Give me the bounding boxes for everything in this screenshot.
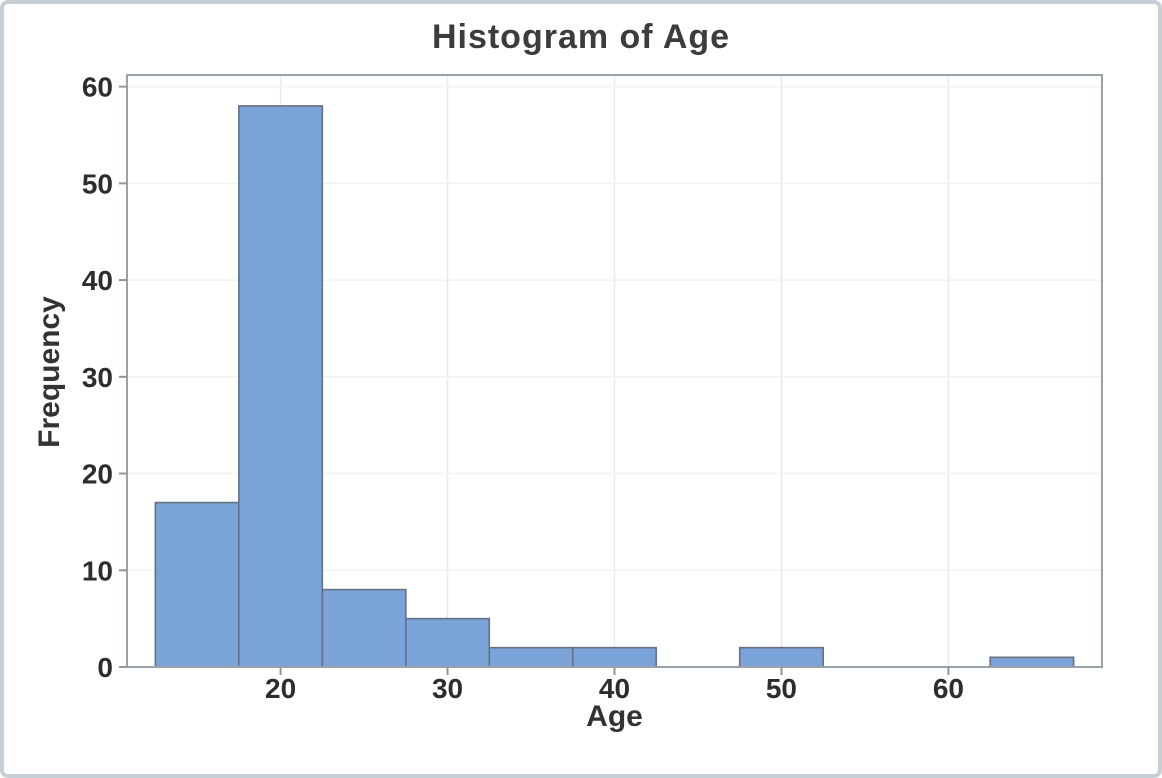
chart-title: Histogram of Age xyxy=(431,18,731,56)
x-tick-label: 20 xyxy=(265,673,296,704)
y-tick-label: 20 xyxy=(82,459,113,490)
x-tick-label: 50 xyxy=(766,673,797,704)
histogram-bar xyxy=(405,617,491,668)
y-tick-label: 0 xyxy=(97,652,113,683)
y-tick-label: 60 xyxy=(82,72,113,103)
y-tick-label: 30 xyxy=(82,362,113,393)
histogram-bar xyxy=(989,656,1075,668)
y-axis-label: Frequency xyxy=(33,296,66,448)
x-axis-label: Age xyxy=(586,700,643,733)
histogram-bar xyxy=(154,501,240,668)
histogram-bar xyxy=(571,646,658,668)
histogram-bar xyxy=(488,646,574,668)
histogram-bar xyxy=(738,646,824,668)
x-tick-label: 30 xyxy=(432,673,463,704)
y-tick-label: 40 xyxy=(82,265,113,296)
y-tick-label: 10 xyxy=(82,555,113,586)
x-tick-label: 60 xyxy=(933,673,964,704)
y-tick-label: 50 xyxy=(82,168,113,199)
histogram-bar xyxy=(321,588,407,668)
x-tick-label: 40 xyxy=(599,673,630,704)
histogram-bar xyxy=(238,105,324,668)
